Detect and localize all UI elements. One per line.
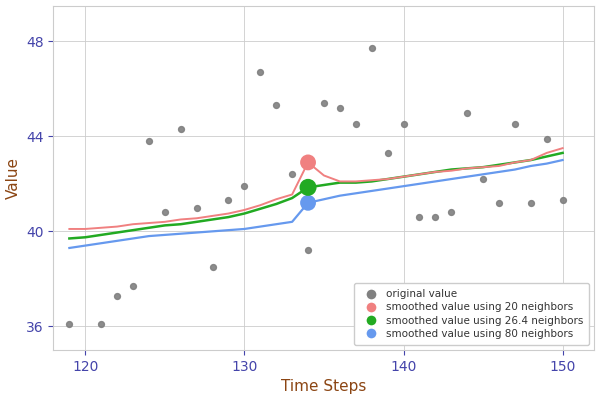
Point (558, 197, 568, 204)
Point (65, 321, 74, 327)
Y-axis label: Value: Value (5, 157, 20, 199)
Point (160, 209, 170, 216)
Point (271, 102, 281, 108)
Point (526, 200, 536, 206)
Point (415, 214, 424, 220)
Point (383, 150, 392, 156)
Point (303, 159, 313, 166)
Point (176, 126, 185, 132)
Point (256, 69, 265, 75)
Point (494, 200, 504, 206)
Point (208, 264, 217, 270)
Point (144, 138, 154, 144)
Point (97, 321, 106, 327)
Point (399, 121, 409, 128)
Point (112, 292, 122, 299)
Point (367, 45, 376, 52)
Point (463, 109, 472, 116)
Point (224, 197, 233, 204)
Point (303, 247, 313, 254)
Point (542, 136, 551, 142)
Point (287, 171, 297, 178)
Point (128, 283, 138, 289)
Point (192, 204, 202, 211)
Point (351, 121, 361, 128)
Point (446, 209, 456, 216)
Point (431, 214, 440, 220)
Point (478, 176, 488, 182)
Point (319, 100, 329, 106)
Point (303, 200, 313, 206)
Point (510, 121, 520, 128)
X-axis label: Time Steps: Time Steps (281, 380, 367, 394)
Point (303, 184, 313, 190)
Point (239, 183, 249, 189)
Legend: original value, smoothed value using 20 neighbors, smoothed value using 26.4 nei: original value, smoothed value using 20 … (355, 283, 589, 345)
Point (335, 104, 344, 111)
